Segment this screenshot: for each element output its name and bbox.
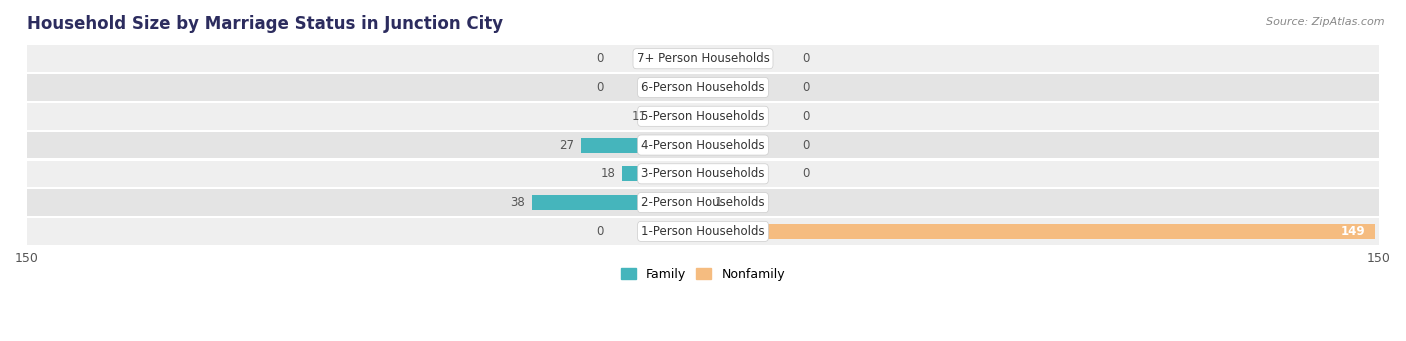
Bar bbox=[27, 132, 1379, 158]
Bar bbox=[27, 218, 1379, 244]
Bar bbox=[621, 166, 703, 181]
Bar bbox=[27, 74, 1379, 101]
Text: 1: 1 bbox=[714, 196, 721, 209]
Legend: Family, Nonfamily: Family, Nonfamily bbox=[616, 263, 790, 286]
Text: Source: ZipAtlas.com: Source: ZipAtlas.com bbox=[1267, 17, 1385, 27]
Bar bbox=[703, 224, 1375, 239]
Bar bbox=[27, 103, 1379, 130]
Text: 2-Person Households: 2-Person Households bbox=[641, 196, 765, 209]
Text: 149: 149 bbox=[1341, 225, 1365, 238]
Bar bbox=[581, 137, 703, 152]
Text: 27: 27 bbox=[560, 138, 575, 151]
Text: 18: 18 bbox=[600, 167, 614, 180]
Text: 3-Person Households: 3-Person Households bbox=[641, 167, 765, 180]
Bar bbox=[27, 45, 1379, 72]
Text: 0: 0 bbox=[596, 52, 603, 65]
Bar bbox=[27, 189, 1379, 216]
Bar bbox=[703, 195, 707, 210]
Text: Household Size by Marriage Status in Junction City: Household Size by Marriage Status in Jun… bbox=[27, 15, 503, 33]
Bar bbox=[531, 195, 703, 210]
Text: 0: 0 bbox=[596, 81, 603, 94]
Text: 38: 38 bbox=[510, 196, 524, 209]
Text: 0: 0 bbox=[803, 81, 810, 94]
Bar bbox=[27, 161, 1379, 187]
Text: 0: 0 bbox=[803, 110, 810, 123]
Text: 6-Person Households: 6-Person Households bbox=[641, 81, 765, 94]
Text: 0: 0 bbox=[803, 52, 810, 65]
Text: 5-Person Households: 5-Person Households bbox=[641, 110, 765, 123]
Text: 0: 0 bbox=[596, 225, 603, 238]
Text: 11: 11 bbox=[631, 110, 647, 123]
Text: 0: 0 bbox=[803, 167, 810, 180]
Text: 1-Person Households: 1-Person Households bbox=[641, 225, 765, 238]
Bar bbox=[654, 109, 703, 124]
Text: 0: 0 bbox=[803, 138, 810, 151]
Text: 4-Person Households: 4-Person Households bbox=[641, 138, 765, 151]
Text: 7+ Person Households: 7+ Person Households bbox=[637, 52, 769, 65]
